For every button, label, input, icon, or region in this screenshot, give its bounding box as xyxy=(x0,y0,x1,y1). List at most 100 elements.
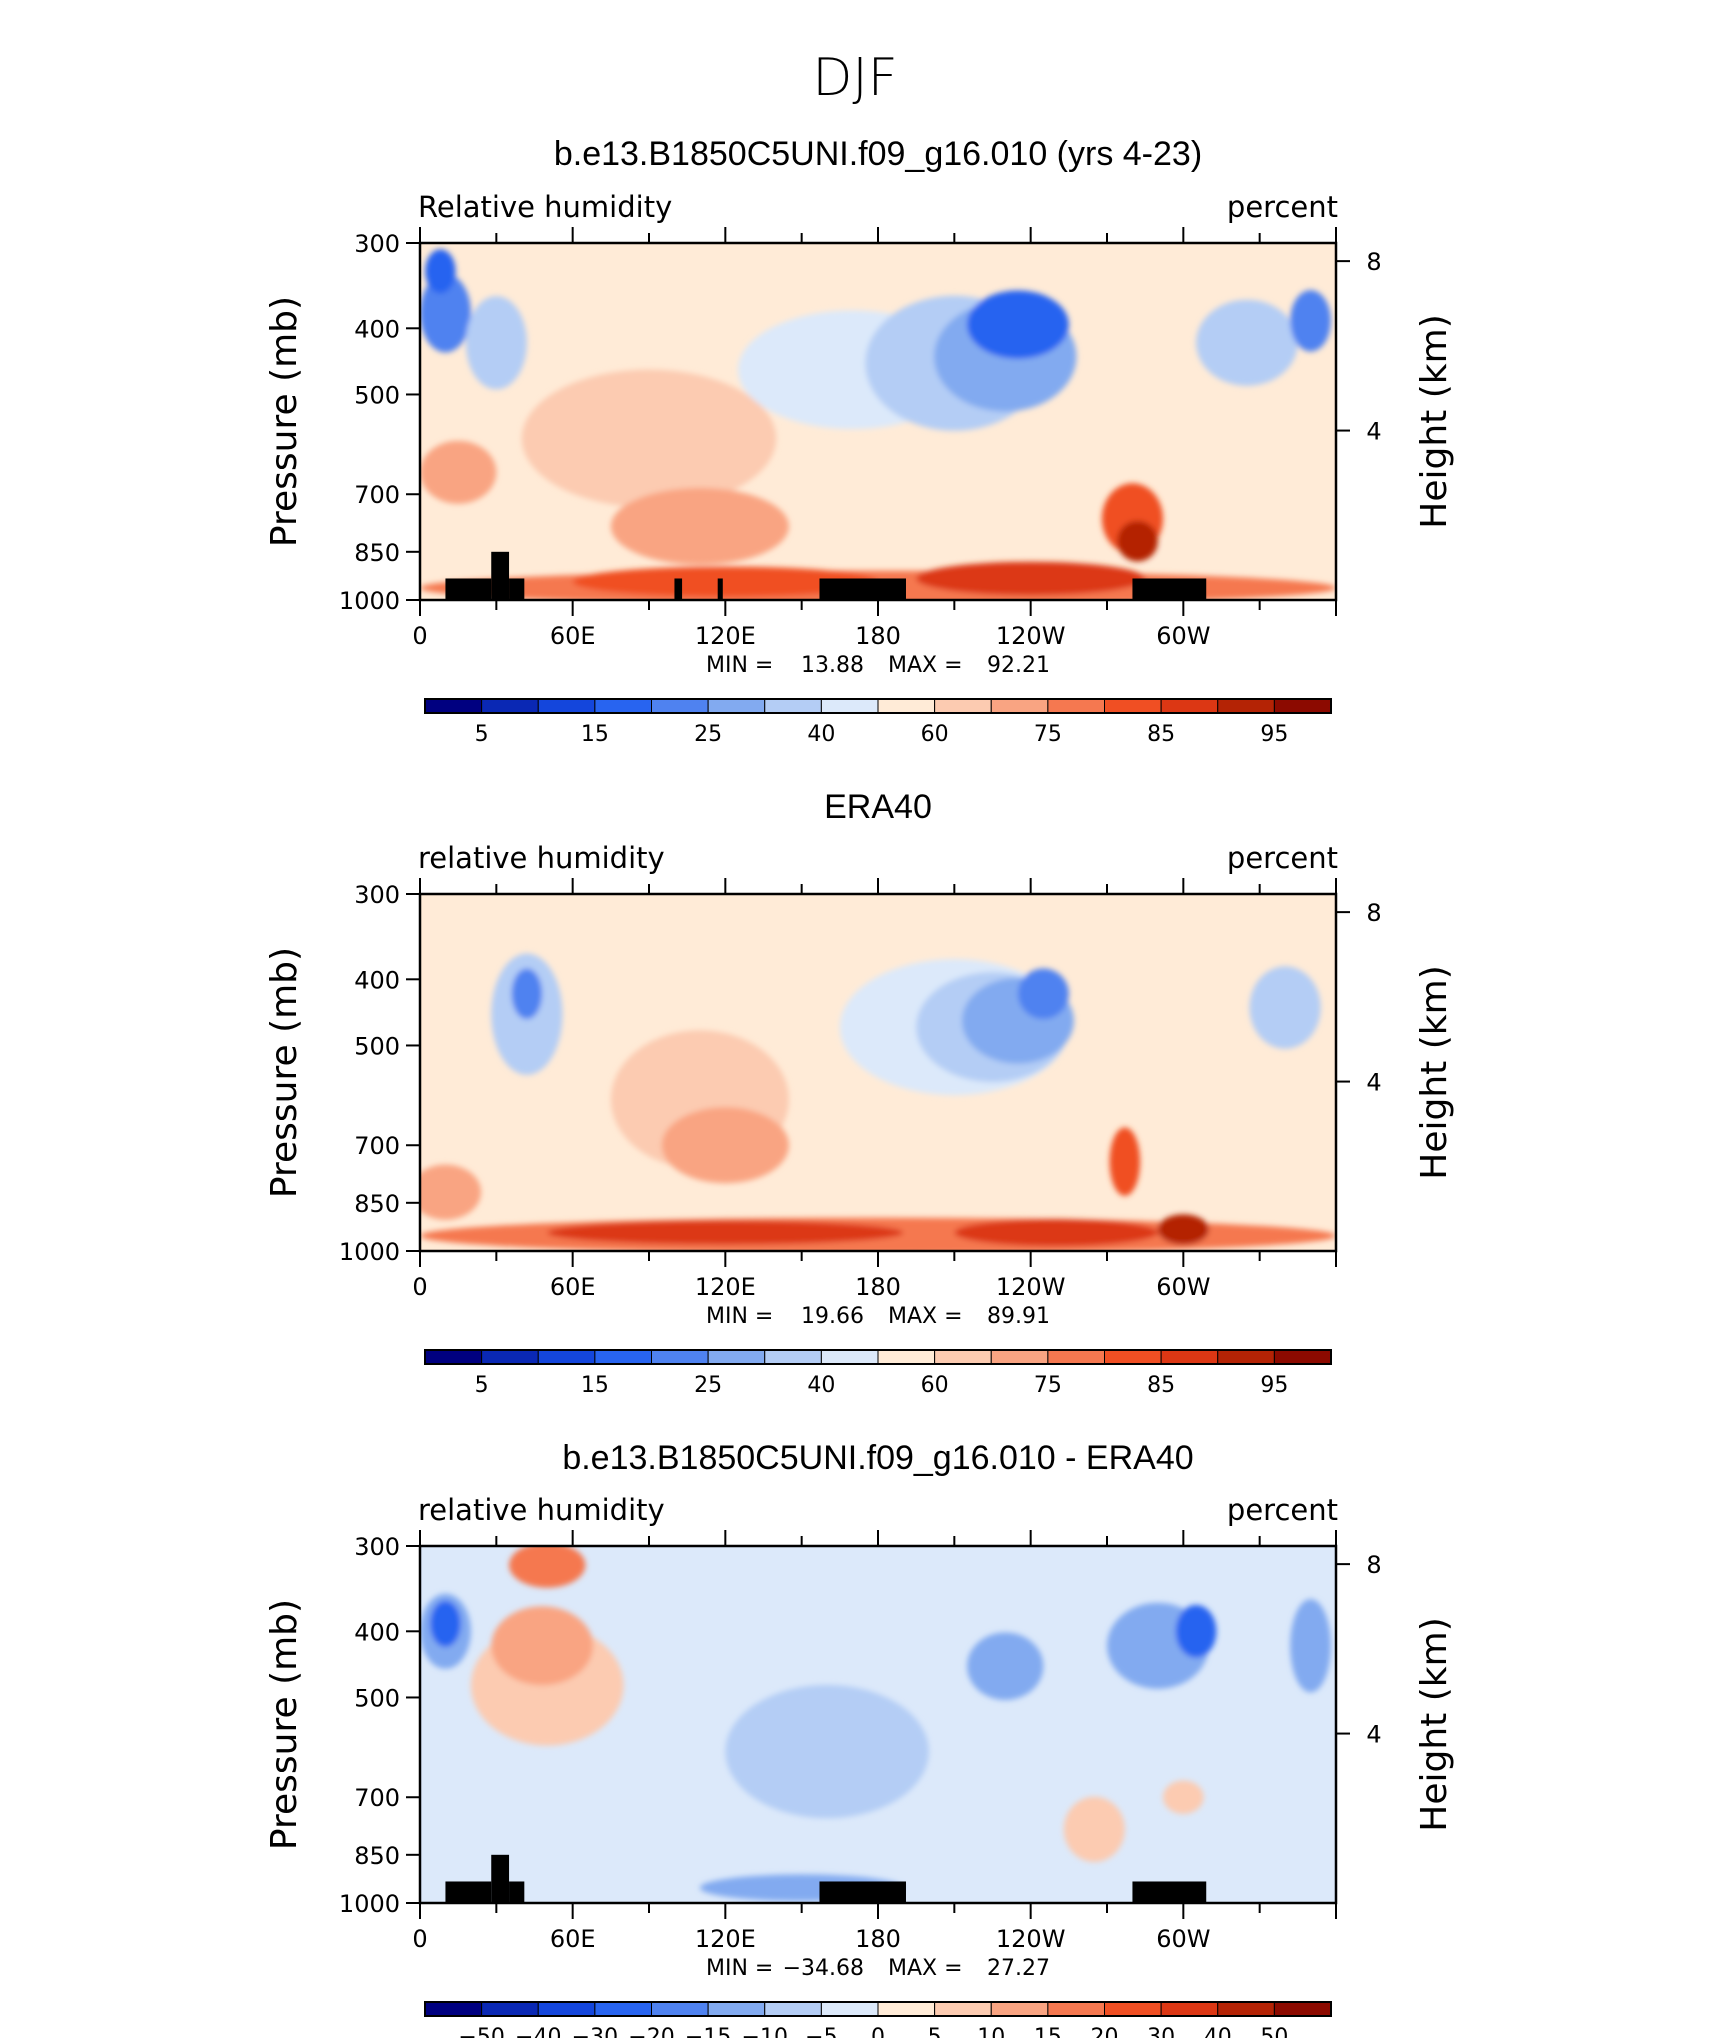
field-region xyxy=(420,273,471,353)
panels-group: b.e13.B1850C5UNI.f09_g16.010 (yrs 4-23) R… xyxy=(264,135,1455,2038)
colorbar-swatch xyxy=(934,2001,992,2017)
colorbar-label: 5 xyxy=(475,722,489,747)
field-region xyxy=(1157,1214,1209,1245)
colorbar-swatch xyxy=(1217,1349,1275,1365)
colorbar-swatch xyxy=(1217,698,1275,714)
y-axis-title-right: Height (km) xyxy=(1414,965,1455,1179)
colorbar-swatch xyxy=(1273,698,1332,714)
y-tick-label: 500 xyxy=(354,1032,400,1060)
colorbar-label: 40 xyxy=(1204,2025,1232,2038)
colorbar-swatch xyxy=(651,1349,709,1365)
y-axis-title-right: Height (km) xyxy=(1414,1617,1455,1831)
colorbar-label: −5 xyxy=(805,2025,837,2038)
min-label: MIN = xyxy=(706,653,773,678)
y-axis-title: Pressure (mb) xyxy=(264,1599,305,1850)
topography-mask xyxy=(445,578,492,600)
min-value: 13.88 xyxy=(801,653,864,678)
y-tick-label: 300 xyxy=(354,230,400,258)
colorbar-swatch xyxy=(877,2001,936,2017)
field-region xyxy=(420,1164,482,1220)
field-region xyxy=(420,440,497,504)
units-label: percent xyxy=(1227,190,1338,224)
colorbar-swatch xyxy=(820,2001,879,2017)
field-region xyxy=(1249,966,1321,1049)
min-value: 19.66 xyxy=(801,1304,864,1329)
y-tick-label: 700 xyxy=(354,1132,400,1160)
x-tick-label: 120E xyxy=(695,622,756,650)
colorbar-swatch xyxy=(764,698,822,714)
colorbar-swatch xyxy=(1217,2001,1275,2017)
colorbar-swatch xyxy=(1104,2001,1162,2017)
colorbar-label: −10 xyxy=(742,2025,788,2038)
colorbar-swatch xyxy=(877,698,936,714)
y-tick-label: 400 xyxy=(354,1618,400,1646)
contour-field xyxy=(420,894,1336,1251)
y-tick-label: 500 xyxy=(354,381,400,409)
colorbar-swatch xyxy=(990,1349,1049,1365)
field-region xyxy=(465,296,527,390)
max-value: 27.27 xyxy=(987,1956,1050,1981)
field-region xyxy=(916,561,1146,596)
topography-mask xyxy=(819,578,906,600)
field-blobs xyxy=(420,1546,1331,1902)
colorbar-swatch xyxy=(1104,698,1162,714)
x-tick-label: 60E xyxy=(550,622,596,650)
field-region xyxy=(610,487,789,565)
x-tick-label: 180 xyxy=(855,622,901,650)
x-tick-label: 120W xyxy=(996,622,1066,650)
x-tick-label: 0 xyxy=(412,1273,427,1301)
field-region xyxy=(491,1606,594,1686)
colorbar-label: −40 xyxy=(515,2025,561,2038)
colorbar-frame xyxy=(424,2001,1332,2017)
colorbar-label: 60 xyxy=(921,1373,949,1398)
colorbar-swatch xyxy=(537,2001,596,2017)
colorbar-frame xyxy=(424,1349,1332,1365)
colorbar-swatch xyxy=(764,1349,822,1365)
colorbar-label: 20 xyxy=(1091,2025,1119,2038)
field-region xyxy=(725,1684,929,1819)
field-region xyxy=(1290,290,1331,352)
colorbar-label: 25 xyxy=(694,722,722,747)
colorbar-swatch xyxy=(1047,2001,1105,2017)
y-tick-label: 700 xyxy=(354,1784,400,1812)
y-tick-label: 850 xyxy=(354,1842,400,1870)
field-region xyxy=(572,566,878,597)
y-axis-title: Pressure (mb) xyxy=(264,947,305,1198)
y-right-tick-label: 8 xyxy=(1366,899,1381,927)
field-region xyxy=(1063,1796,1125,1862)
max-label: MAX = xyxy=(888,1304,963,1329)
colorbar-swatch xyxy=(651,2001,709,2017)
contour-field xyxy=(420,1546,1336,1903)
colorbar-label: 0 xyxy=(871,2025,885,2038)
min-label: MIN = xyxy=(706,1304,773,1329)
colorbar-swatch xyxy=(594,2001,652,2017)
colorbar: 5 15 25 40 60 75 85 95 xyxy=(424,1349,1332,1398)
colorbar-swatch xyxy=(651,698,709,714)
y-tick-label: 500 xyxy=(354,1684,400,1712)
colorbar-label: 75 xyxy=(1034,1373,1062,1398)
topography-mask xyxy=(509,578,525,600)
field-region xyxy=(1109,1127,1141,1196)
topography-mask xyxy=(491,551,510,600)
y-right-tick-label: 8 xyxy=(1366,1551,1381,1579)
colorbar-label: 25 xyxy=(694,1373,722,1398)
colorbar-swatch xyxy=(934,1349,992,1365)
x-tick-label: 120W xyxy=(996,1925,1066,1953)
colorbar-swatch xyxy=(1273,1349,1332,1365)
colorbar-label: 85 xyxy=(1147,722,1175,747)
colorbar-label: 40 xyxy=(807,1373,835,1398)
field-region xyxy=(509,1546,586,1588)
colorbar-swatch xyxy=(594,1349,652,1365)
colorbar-label: 15 xyxy=(1034,2025,1062,2038)
colorbar-frame xyxy=(424,698,1332,714)
y-tick-label: 300 xyxy=(354,1533,400,1561)
variable-label: relative humidity xyxy=(418,1493,665,1527)
field-region xyxy=(1290,1599,1331,1693)
y-axis-title-right: Height (km) xyxy=(1414,314,1455,528)
x-tick-label: 60W xyxy=(1156,622,1210,650)
colorbar-swatch xyxy=(594,698,652,714)
colorbar-label: 95 xyxy=(1260,722,1288,747)
colorbar-label: 40 xyxy=(807,722,835,747)
contour-field xyxy=(420,243,1336,600)
